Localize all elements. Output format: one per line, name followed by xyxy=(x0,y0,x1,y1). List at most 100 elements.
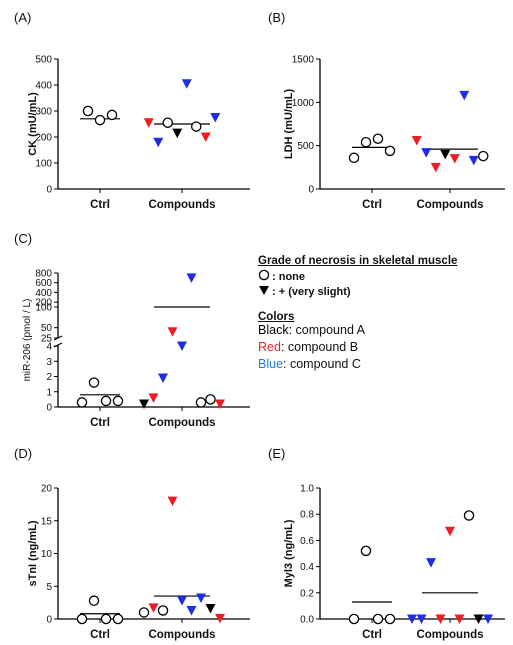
data-point-triangle xyxy=(153,137,164,148)
data-point-circle xyxy=(112,395,124,407)
data-point-circle xyxy=(100,395,112,407)
data-point-triangle xyxy=(172,128,183,139)
data-point-triangle xyxy=(148,603,159,613)
data-point-triangle xyxy=(416,614,427,624)
y-tick-label: 0.2 xyxy=(300,588,314,599)
legend-entry-label: : + (very slight) xyxy=(272,285,351,298)
legend-title: Grade of necrosis in skeletal muscle xyxy=(258,255,458,267)
y-axis-title: sTnI (ng/mL) xyxy=(27,520,39,586)
y-tick-label: 4 xyxy=(46,342,52,353)
y-tick-label: 0 xyxy=(308,185,314,196)
y-tick-label: 500 xyxy=(297,141,314,152)
legend-entry-label: : none xyxy=(272,270,305,283)
y-tick-label: 100 xyxy=(35,159,52,170)
x-tick-label: Ctrl xyxy=(362,199,382,211)
legend: Grade of necrosis in skeletal muscle : n… xyxy=(258,255,508,374)
data-point-triangle xyxy=(139,399,149,409)
data-point-circle xyxy=(360,136,372,148)
data-point-triangle xyxy=(186,605,197,616)
y-tick-label: 1500 xyxy=(292,55,315,66)
x-tick-label: Compounds xyxy=(148,417,215,429)
data-point-triangle xyxy=(205,604,216,614)
y-tick-label: 3 xyxy=(46,357,52,368)
panel-label: (A) xyxy=(14,10,31,25)
panel-label: (D) xyxy=(14,446,32,461)
data-point-triangle xyxy=(449,154,460,164)
data-point-triangle xyxy=(483,614,493,624)
data-point-circle xyxy=(372,133,384,144)
data-point-triangle xyxy=(426,558,436,568)
data-point-triangle xyxy=(215,399,225,409)
data-point-circle xyxy=(463,510,475,521)
data-point-triangle xyxy=(435,614,446,624)
data-point-triangle xyxy=(407,614,417,624)
y-tick-label: 25 xyxy=(41,334,53,345)
color-name: Red xyxy=(258,340,281,354)
color-label: : compound B xyxy=(280,340,359,354)
chart-panel-0: (A) 0 100 200 300 400 500 Ctrl Compounds CK (mU/m… xyxy=(14,10,250,211)
y-tick-label: 100 xyxy=(35,303,52,314)
x-tick-label: Ctrl xyxy=(90,199,110,211)
x-tick-label: Ctrl xyxy=(90,629,110,641)
data-point-circle xyxy=(82,105,94,117)
panel-label: (E) xyxy=(268,446,285,461)
y-tick-label: 600 xyxy=(35,278,52,289)
data-point-circle xyxy=(112,613,124,625)
data-point-circle xyxy=(76,613,88,625)
data-point-circle xyxy=(190,121,202,132)
data-point-triangle xyxy=(177,341,187,351)
y-tick-label: 1 xyxy=(46,387,52,398)
y-axis-title: CK (mU/mL) xyxy=(27,92,39,156)
data-point-triangle xyxy=(468,155,479,166)
data-point-triangle xyxy=(181,79,192,89)
data-point-circle xyxy=(162,117,173,128)
data-point-circle xyxy=(384,145,396,157)
data-point-circle xyxy=(205,394,216,405)
data-point-circle xyxy=(195,397,207,408)
data-point-triangle xyxy=(430,162,441,173)
data-point-circle xyxy=(100,613,112,625)
legend-entry-very-slight: : + (very slight) xyxy=(258,284,508,299)
y-tick-label: 200 xyxy=(35,298,52,309)
data-point-triangle xyxy=(143,118,154,128)
y-tick-label: 0.0 xyxy=(300,615,314,626)
y-tick-label: 0.8 xyxy=(300,510,314,521)
y-tick-label: 50 xyxy=(41,323,53,334)
y-tick-label: 500 xyxy=(35,55,52,66)
legend-entry-none: : none xyxy=(258,269,508,284)
data-point-triangle xyxy=(454,614,465,624)
color-name: Black xyxy=(258,323,289,337)
chart-panel-1: (B) 0 500 1000 1500 Ctrl Compounds LDH (mU/mL) xyxy=(268,10,505,211)
y-axis-title: LDH (mU/mL) xyxy=(283,89,295,160)
data-point-circle xyxy=(76,397,88,408)
panel-label: (C) xyxy=(14,231,32,246)
y-tick-label: 0.4 xyxy=(300,562,314,573)
data-point-circle xyxy=(106,109,118,121)
y-tick-label: 300 xyxy=(35,107,52,118)
data-point-triangle xyxy=(215,613,225,624)
y-tick-label: 200 xyxy=(35,133,52,144)
y-tick-label: 400 xyxy=(35,81,52,92)
data-point-circle xyxy=(384,613,396,625)
chart-panel-3: (D) 0 5 10 15 20 Ctrl Compounds sTnI (ng/mL) xyxy=(14,446,250,641)
data-point-triangle xyxy=(445,526,455,537)
y-tick-label: 5 xyxy=(46,582,52,593)
color-label: : compound C xyxy=(283,357,361,371)
data-point-circle xyxy=(360,545,372,557)
data-point-triangle xyxy=(473,614,484,624)
x-tick-label: Ctrl xyxy=(362,629,382,641)
data-point-triangle xyxy=(186,273,197,283)
x-tick-label: Compounds xyxy=(148,629,215,641)
y-tick-label: 1000 xyxy=(292,98,315,109)
data-point-circle xyxy=(88,595,100,606)
x-tick-label: Compounds xyxy=(416,629,483,641)
chart-panel-4: (E) 0.0 0.2 0.4 0.6 0.8 1.0 Ctrl Compounds Myl3 (… xyxy=(268,446,505,641)
y-tick-label: 2 xyxy=(46,372,52,383)
data-point-circle xyxy=(348,613,360,625)
data-point-triangle xyxy=(167,327,178,337)
data-point-circle xyxy=(157,605,169,616)
data-point-circle xyxy=(372,613,384,625)
y-tick-label: 0.6 xyxy=(300,536,314,547)
